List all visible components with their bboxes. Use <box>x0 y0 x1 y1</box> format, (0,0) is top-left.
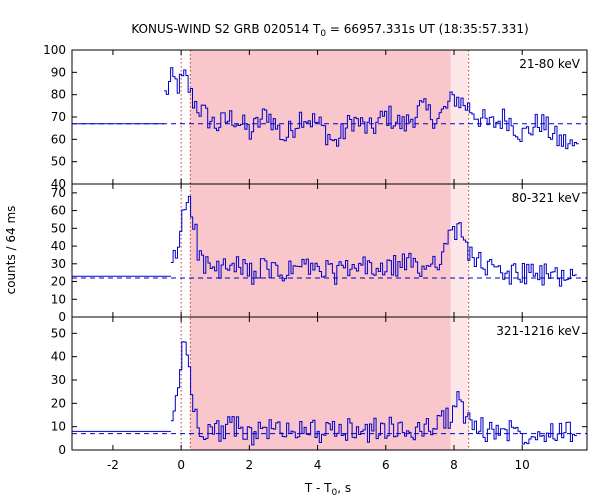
x-axis-label: T - T0, s <box>304 481 351 498</box>
y-tick-label: 0 <box>58 443 66 457</box>
light-curve-series <box>164 67 579 150</box>
y-tick-label: 30 <box>51 257 66 271</box>
x-tick-label: 8 <box>450 458 458 472</box>
y-tick-label: 10 <box>51 292 66 306</box>
y-tick-label: 20 <box>51 275 66 289</box>
chart-title: KONUS-WIND S2 GRB 020514 T0 = 66957.331s… <box>131 22 528 39</box>
y-axis-label: counts / 64 ms <box>4 206 18 295</box>
y-tick-label: 40 <box>51 177 66 191</box>
y-tick-label: 40 <box>51 239 66 253</box>
x-tick-label: 10 <box>515 458 530 472</box>
y-tick-label: 100 <box>43 43 66 57</box>
shaded-interval-1 <box>450 50 469 450</box>
energy-band-label: 80-321 keV <box>512 191 581 205</box>
y-tick-label: 50 <box>51 221 66 235</box>
x-tick-label: 0 <box>177 458 185 472</box>
panel-1: 40 50 60 70 80 90 100 21-80 keV <box>43 43 588 191</box>
x-tick-label: 4 <box>314 458 322 472</box>
panel-frame <box>71 316 588 451</box>
y-tick-label: 50 <box>51 155 66 169</box>
y-tick-label: 70 <box>51 186 66 200</box>
y-tick-label: 10 <box>51 420 66 434</box>
y-tick-label: 20 <box>51 396 66 410</box>
y-tick-label: 80 <box>51 88 66 102</box>
y-tick-label: 60 <box>51 132 66 146</box>
y-tick-label: 0 <box>58 310 66 324</box>
shaded-interval-0 <box>190 50 451 450</box>
x-tick-label: -2 <box>107 458 119 472</box>
y-tick-label: 70 <box>51 110 66 124</box>
y-tick-label: 90 <box>51 65 66 79</box>
light-curve-series <box>170 341 577 446</box>
y-tick-label: 50 <box>51 326 66 340</box>
y-tick-label: 40 <box>51 350 66 364</box>
light-curve-series <box>170 195 577 287</box>
panel-3: 0 10 20 30 40 50 321-1216 keV <box>51 316 588 457</box>
x-tick-label: 6 <box>382 458 390 472</box>
energy-band-label: 21-80 keV <box>519 57 581 71</box>
y-tick-label: 60 <box>51 204 66 218</box>
y-tick-label: 30 <box>51 373 66 387</box>
x-tick-label: 2 <box>246 458 254 472</box>
energy-band-label: 321-1216 keV <box>496 324 580 338</box>
